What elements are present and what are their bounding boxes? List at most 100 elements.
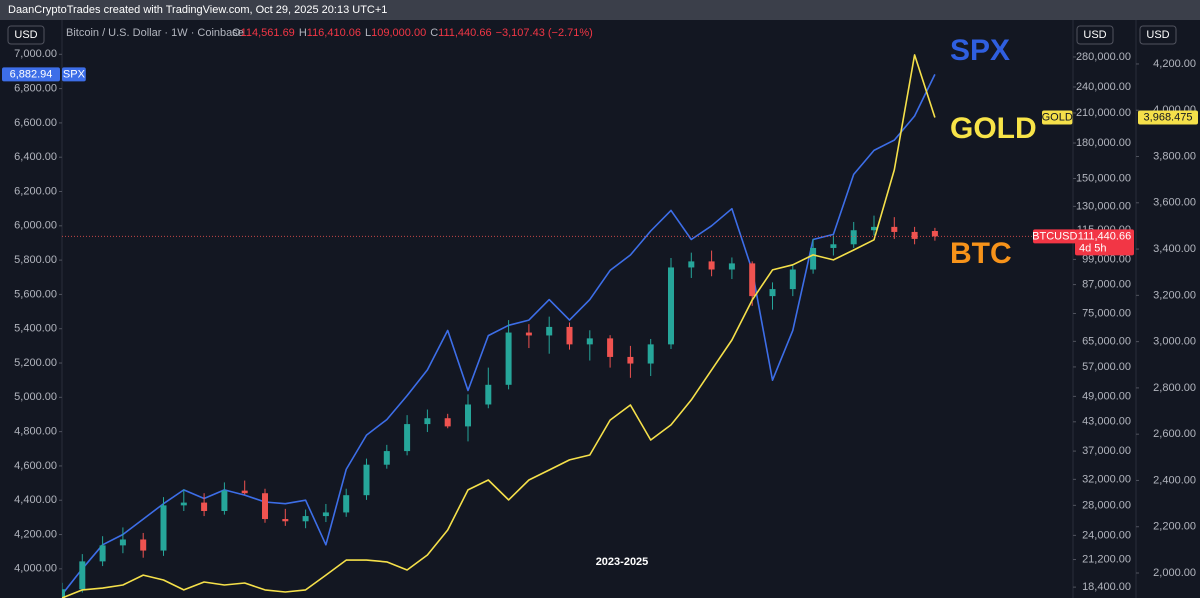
- ohlc-value: 111,440.66: [438, 27, 491, 39]
- countdown: 4d 5h: [1079, 242, 1107, 254]
- y-tick-label: 3,200.00: [1153, 289, 1196, 301]
- y-tick-label: 5,400.00: [14, 323, 57, 335]
- candle-body: [789, 269, 796, 290]
- candle-body: [424, 418, 431, 425]
- candle-body: [140, 539, 147, 551]
- candle-body: [79, 561, 86, 590]
- y-tick-label: 49,000.00: [1082, 390, 1131, 402]
- candle-body: [708, 261, 715, 270]
- candle-body: [586, 338, 593, 345]
- value-badge: [1138, 110, 1198, 125]
- y-tick-label: 21,200.00: [1082, 553, 1131, 565]
- annotation: GOLD: [950, 112, 1037, 145]
- y-tick-label: 4,200.00: [1153, 58, 1196, 70]
- y-tick-label: 5,600.00: [14, 288, 57, 300]
- y-tick-label: 65,000.00: [1082, 335, 1131, 347]
- y-tick-label: 2,600.00: [1153, 428, 1196, 440]
- unit-label: USD: [14, 29, 37, 41]
- y-tick-label: 5,800.00: [14, 254, 57, 266]
- y-tick-label: 43,000.00: [1082, 416, 1131, 428]
- value-label: 3,968.475: [1144, 111, 1193, 123]
- y-tick-label: 6,400.00: [14, 151, 57, 163]
- chart-subtitle: Bitcoin / U.S. Dollar · 1W · Coinbase: [66, 27, 244, 39]
- candle-body: [99, 545, 106, 562]
- value-label: 111,440.66: [1078, 230, 1131, 242]
- series-tag: [1042, 110, 1073, 125]
- candle-body: [201, 502, 208, 512]
- period-label: 2023-2025: [596, 556, 649, 568]
- series-line: [62, 54, 936, 598]
- annotation: BTC: [950, 237, 1012, 270]
- y-tick-label: 4,800.00: [14, 426, 57, 438]
- candle-body: [221, 490, 228, 512]
- annotation: SPX: [950, 34, 1010, 67]
- candle-body: [810, 247, 817, 270]
- y-tick-label: 18,400.00: [1082, 581, 1131, 593]
- y-tick-label: 28,000.00: [1082, 499, 1131, 511]
- y-tick-label: 130,000.00: [1076, 200, 1131, 212]
- candle-body: [546, 326, 553, 336]
- unit-label: USD: [1083, 29, 1106, 41]
- y-tick-label: 4,400.00: [14, 494, 57, 506]
- y-tick-label: 6,000.00: [14, 220, 57, 232]
- y-tick-label: 240,000.00: [1076, 81, 1131, 93]
- candle-body: [62, 589, 65, 598]
- y-tick-label: 5,000.00: [14, 391, 57, 403]
- y-tick-label: 180,000.00: [1076, 137, 1131, 149]
- candle-body: [485, 384, 492, 405]
- candle-body: [241, 490, 248, 494]
- ohlc-change: −3,107.43 (−2.71%): [496, 27, 593, 39]
- candle-body: [911, 231, 918, 239]
- candle-body: [668, 267, 674, 345]
- y-tick-label: 2,800.00: [1153, 382, 1196, 394]
- ohlc-legend: O114,561.69 H116,410.06 L109,000.00 C111,44…: [232, 27, 593, 39]
- y-tick-label: 99,000.00: [1082, 253, 1131, 265]
- value-badge: [2, 67, 60, 82]
- y-tick-label: 37,000.00: [1082, 445, 1131, 457]
- value-label: 6,882.94: [10, 68, 53, 80]
- y-tick-label: 3,400.00: [1153, 243, 1196, 255]
- series-tag: [1033, 229, 1077, 244]
- ohlc-value: 116,410.06: [307, 27, 361, 39]
- candle-body: [119, 539, 126, 546]
- y-tick-label: 57,000.00: [1082, 361, 1131, 373]
- candle-body: [931, 230, 938, 237]
- y-tick-label: 3,800.00: [1153, 150, 1196, 162]
- candle-body: [282, 519, 289, 522]
- candle-body: [525, 332, 532, 336]
- candle-body: [505, 332, 512, 385]
- series-line: [62, 74, 936, 596]
- y-tick-label: 5,200.00: [14, 357, 57, 369]
- candle-body: [728, 263, 735, 270]
- y-tick-label: 87,000.00: [1082, 278, 1131, 290]
- ohlc-key: L: [365, 27, 371, 39]
- candle-body: [749, 263, 756, 297]
- plot-area: [62, 54, 938, 598]
- y-tick-label: 3,600.00: [1153, 197, 1196, 209]
- y-tick-label: 4,000.00: [14, 563, 57, 575]
- chart-title: DaanCryptoTrades created with TradingVie…: [8, 4, 387, 16]
- ohlc-key: C: [430, 27, 438, 39]
- ohlc-key: O: [232, 27, 241, 39]
- candle-body: [383, 451, 390, 465]
- ohlc-key: H: [299, 27, 307, 39]
- candle-body: [180, 502, 187, 506]
- unit-box: [7, 25, 45, 45]
- unit-label: USD: [1146, 29, 1169, 41]
- legend-label: SPX: [63, 68, 86, 80]
- candle-body: [160, 505, 167, 551]
- candle-body: [262, 493, 268, 520]
- y-tick-label: 150,000.00: [1076, 172, 1131, 184]
- candle-body: [363, 464, 370, 496]
- candle-body: [404, 424, 411, 452]
- y-tick-label: 6,200.00: [14, 185, 57, 197]
- y-tick-label: 4,600.00: [14, 460, 57, 472]
- y-tick-label: 2,200.00: [1153, 521, 1196, 533]
- candle-body: [891, 226, 898, 232]
- series-tag: [62, 67, 86, 82]
- candle-body: [647, 344, 654, 364]
- legend-label: GOLD: [1042, 111, 1073, 123]
- candle-body: [465, 404, 471, 427]
- y-tick-label: 6,600.00: [14, 117, 57, 129]
